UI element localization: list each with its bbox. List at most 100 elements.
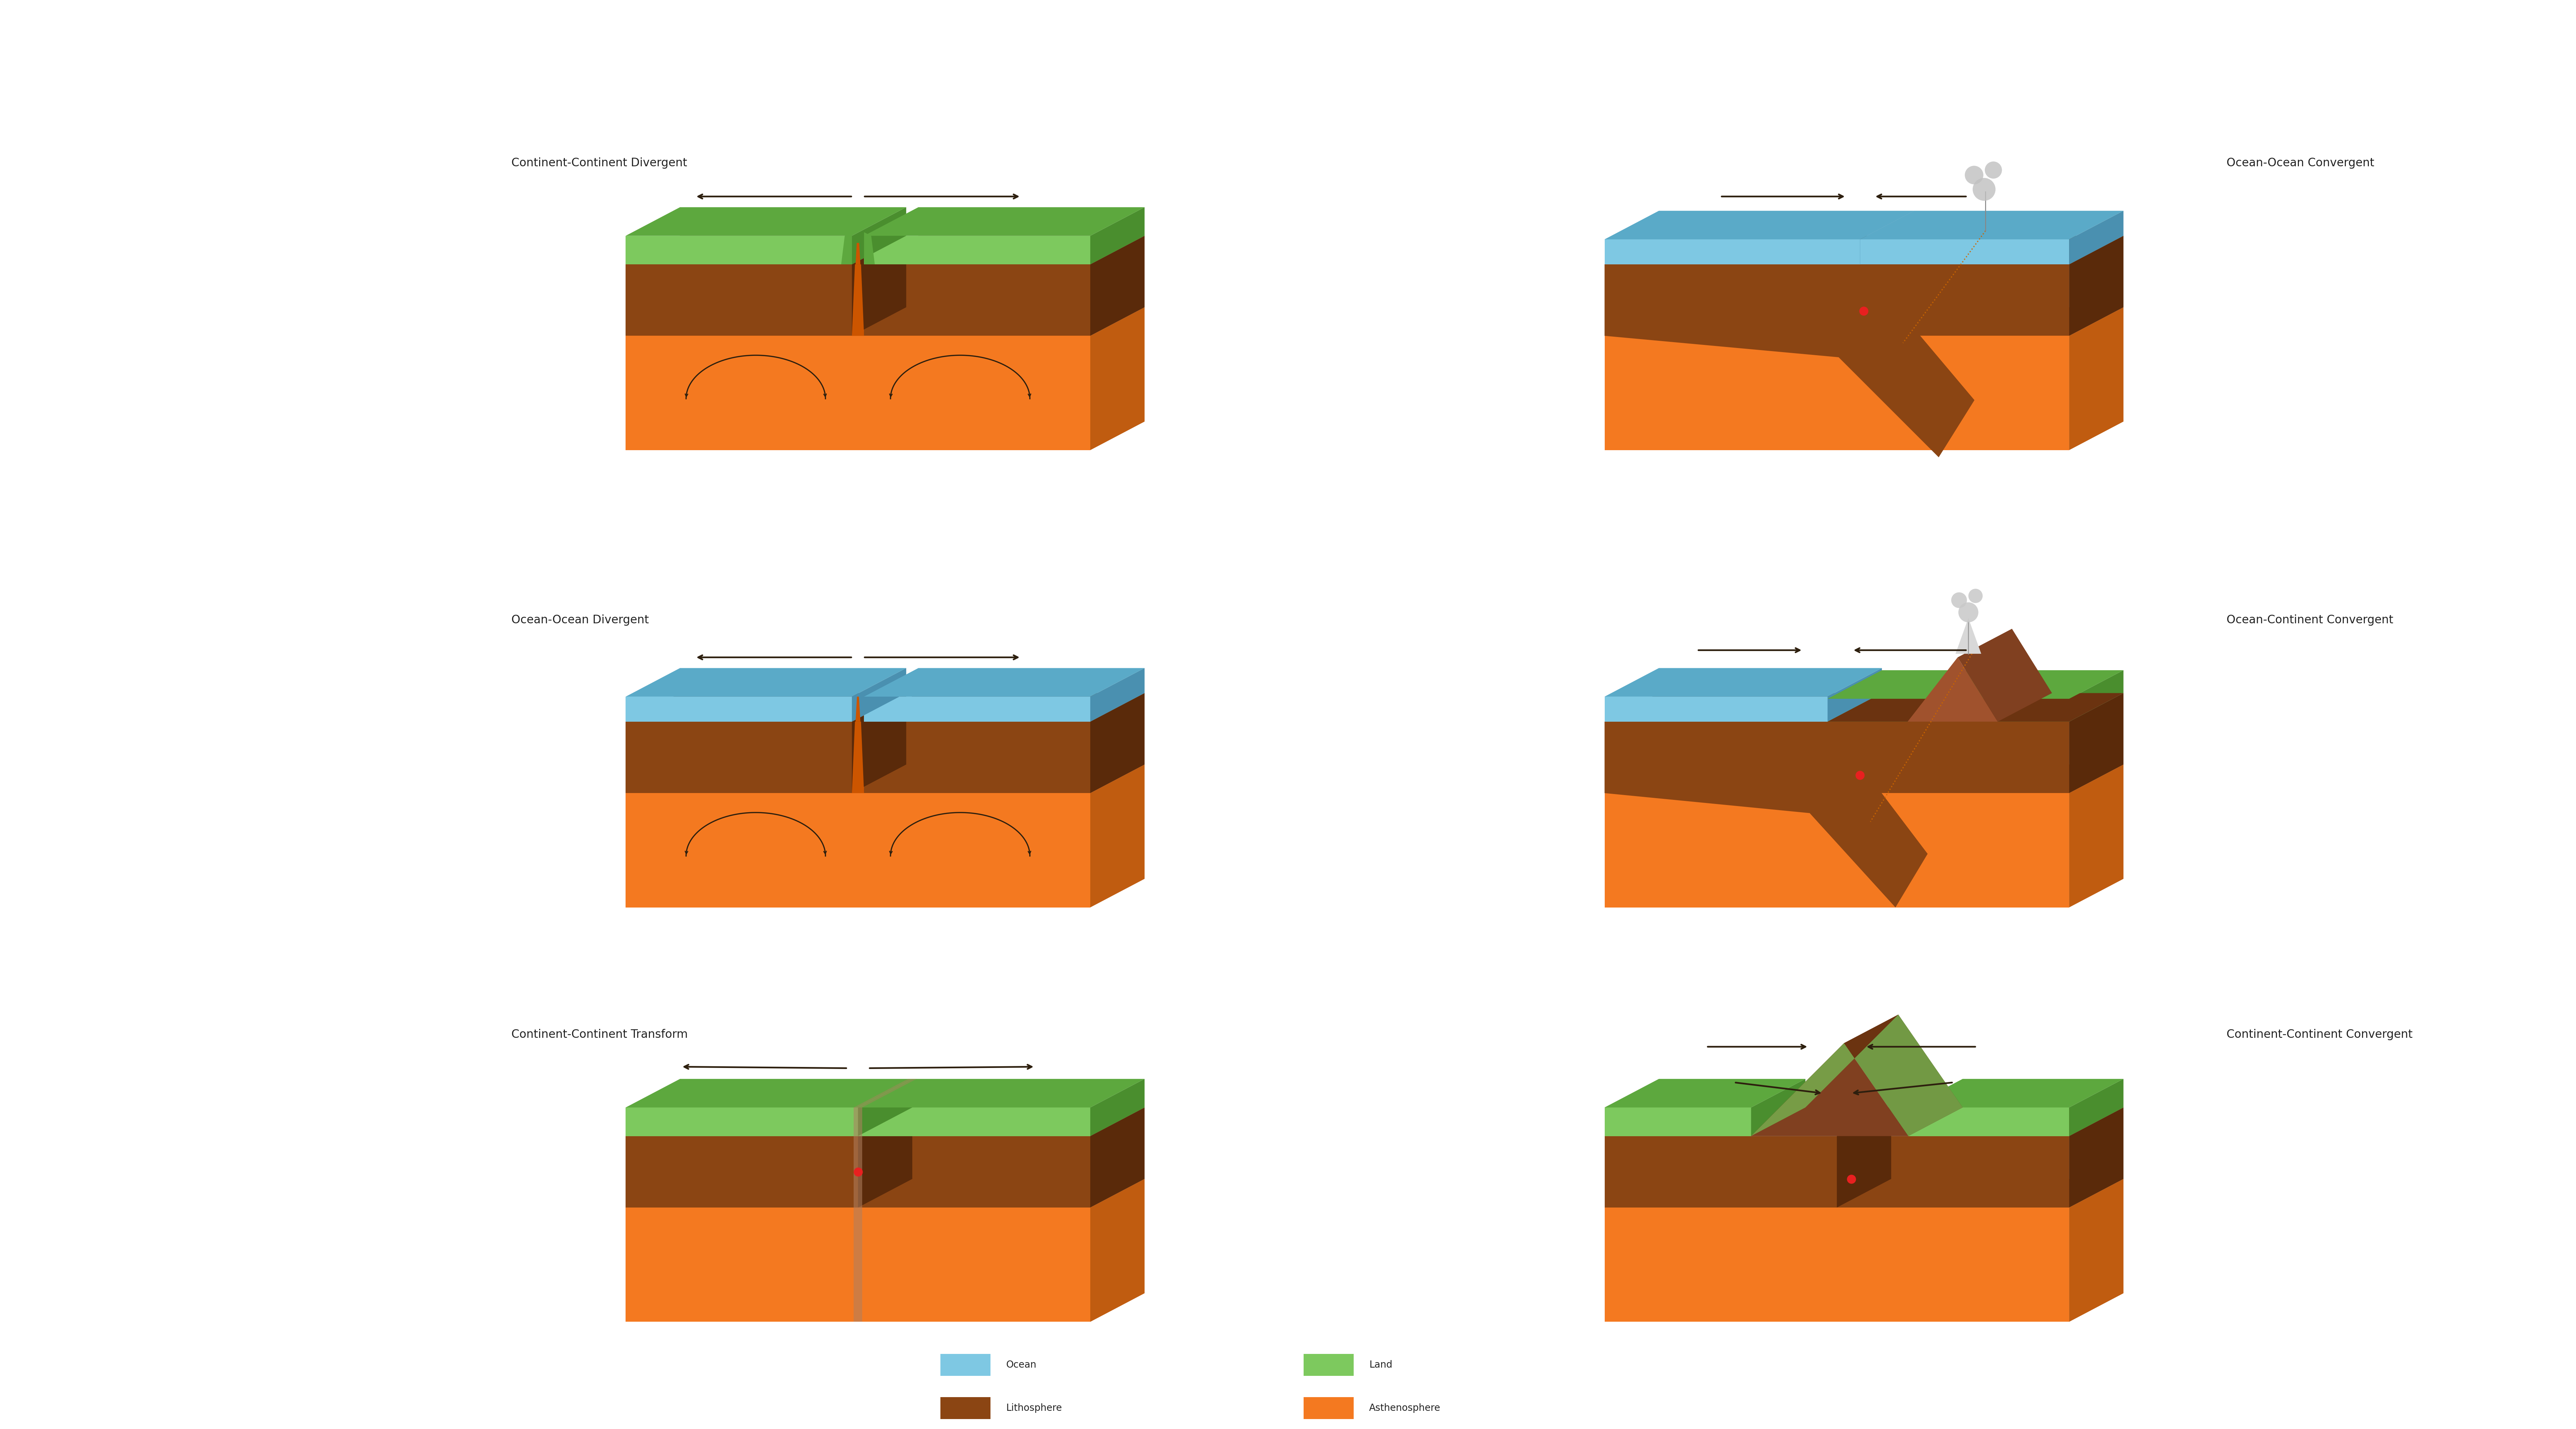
- Polygon shape: [2069, 670, 2123, 722]
- Polygon shape: [1605, 1179, 2123, 1208]
- Polygon shape: [1090, 669, 1144, 722]
- Polygon shape: [1837, 1136, 2069, 1208]
- Circle shape: [1984, 161, 2002, 179]
- Polygon shape: [1860, 239, 2069, 264]
- Polygon shape: [2069, 1079, 2123, 1136]
- Polygon shape: [855, 243, 860, 264]
- Polygon shape: [626, 207, 907, 236]
- Polygon shape: [1752, 1015, 1963, 1136]
- Polygon shape: [863, 236, 1090, 264]
- Polygon shape: [1605, 722, 1927, 907]
- Polygon shape: [1826, 699, 2069, 722]
- Text: Continent-Continent Convergent: Continent-Continent Convergent: [2226, 1029, 2414, 1040]
- Polygon shape: [858, 1136, 1090, 1208]
- Polygon shape: [626, 693, 907, 722]
- Polygon shape: [863, 697, 1090, 722]
- Polygon shape: [853, 236, 907, 336]
- Polygon shape: [1860, 210, 2123, 239]
- Polygon shape: [1605, 239, 1860, 264]
- Polygon shape: [2069, 210, 2123, 264]
- Polygon shape: [863, 233, 876, 264]
- Bar: [1303, 1353, 1355, 1376]
- Polygon shape: [626, 236, 907, 264]
- Polygon shape: [2069, 765, 2123, 907]
- Polygon shape: [858, 1107, 912, 1208]
- Bar: [940, 1353, 989, 1376]
- Polygon shape: [1090, 1079, 1144, 1136]
- Polygon shape: [1844, 1015, 1963, 1136]
- Polygon shape: [863, 264, 1090, 336]
- Polygon shape: [626, 765, 1144, 793]
- Polygon shape: [1605, 210, 1914, 239]
- Polygon shape: [1605, 307, 2123, 336]
- Polygon shape: [1605, 793, 2069, 907]
- Circle shape: [1965, 166, 1984, 184]
- Polygon shape: [863, 693, 1144, 722]
- Polygon shape: [1090, 236, 1144, 336]
- Polygon shape: [853, 264, 863, 336]
- Polygon shape: [863, 669, 1144, 697]
- Polygon shape: [1605, 693, 1883, 722]
- Polygon shape: [1837, 1107, 2123, 1136]
- Polygon shape: [1909, 1107, 2069, 1136]
- Polygon shape: [1958, 629, 2053, 722]
- Polygon shape: [1752, 1015, 1899, 1136]
- Polygon shape: [863, 236, 1144, 264]
- Polygon shape: [842, 233, 853, 264]
- Polygon shape: [2069, 236, 2123, 336]
- Polygon shape: [853, 1107, 863, 1322]
- Polygon shape: [858, 1079, 1144, 1107]
- Polygon shape: [2069, 693, 2123, 793]
- Polygon shape: [1752, 1043, 1909, 1136]
- Polygon shape: [626, 1208, 1090, 1322]
- Text: Ocean-Ocean Divergent: Ocean-Ocean Divergent: [510, 614, 649, 626]
- Polygon shape: [1090, 207, 1144, 264]
- Polygon shape: [626, 336, 1090, 450]
- Polygon shape: [1826, 722, 2069, 793]
- Polygon shape: [858, 1107, 1090, 1136]
- Text: Land: Land: [1370, 1360, 1394, 1369]
- Circle shape: [1958, 603, 1978, 623]
- Polygon shape: [1605, 1079, 1806, 1107]
- Polygon shape: [626, 793, 1090, 907]
- Polygon shape: [853, 669, 907, 722]
- Polygon shape: [853, 722, 863, 793]
- Polygon shape: [626, 1079, 912, 1107]
- Text: Ocean-Continent Convergent: Ocean-Continent Convergent: [2226, 614, 2393, 626]
- Text: Lithosphere: Lithosphere: [1005, 1403, 1061, 1413]
- Bar: [940, 1398, 989, 1419]
- Text: Ocean-Ocean Convergent: Ocean-Ocean Convergent: [2226, 157, 2375, 169]
- Text: Continent-Continent Transform: Continent-Continent Transform: [510, 1029, 688, 1040]
- Text: Asthenosphere: Asthenosphere: [1370, 1403, 1440, 1413]
- Polygon shape: [1090, 1107, 1144, 1208]
- Polygon shape: [1090, 1179, 1144, 1322]
- Circle shape: [1950, 593, 1968, 609]
- Polygon shape: [853, 207, 907, 264]
- Polygon shape: [1605, 336, 2069, 450]
- Polygon shape: [1826, 693, 2123, 722]
- Polygon shape: [1909, 657, 1996, 722]
- Polygon shape: [2069, 307, 2123, 450]
- Polygon shape: [626, 722, 853, 793]
- Polygon shape: [626, 1136, 858, 1208]
- Polygon shape: [1860, 236, 2123, 264]
- Polygon shape: [1909, 1079, 2123, 1107]
- Polygon shape: [1826, 669, 1883, 722]
- Polygon shape: [1837, 1107, 1891, 1208]
- Bar: [1303, 1398, 1355, 1419]
- Circle shape: [1968, 589, 1984, 603]
- Polygon shape: [853, 1079, 917, 1107]
- Polygon shape: [626, 236, 853, 264]
- Polygon shape: [858, 1107, 1144, 1136]
- Polygon shape: [1860, 210, 1914, 264]
- Polygon shape: [1605, 1208, 2069, 1322]
- Polygon shape: [1605, 236, 1914, 264]
- Polygon shape: [626, 1107, 912, 1136]
- Polygon shape: [1090, 693, 1144, 793]
- Polygon shape: [1605, 1107, 1752, 1136]
- Text: Ocean: Ocean: [1005, 1360, 1036, 1369]
- Polygon shape: [626, 697, 853, 722]
- Polygon shape: [1605, 669, 1883, 697]
- Polygon shape: [853, 693, 907, 793]
- Polygon shape: [1955, 619, 1981, 654]
